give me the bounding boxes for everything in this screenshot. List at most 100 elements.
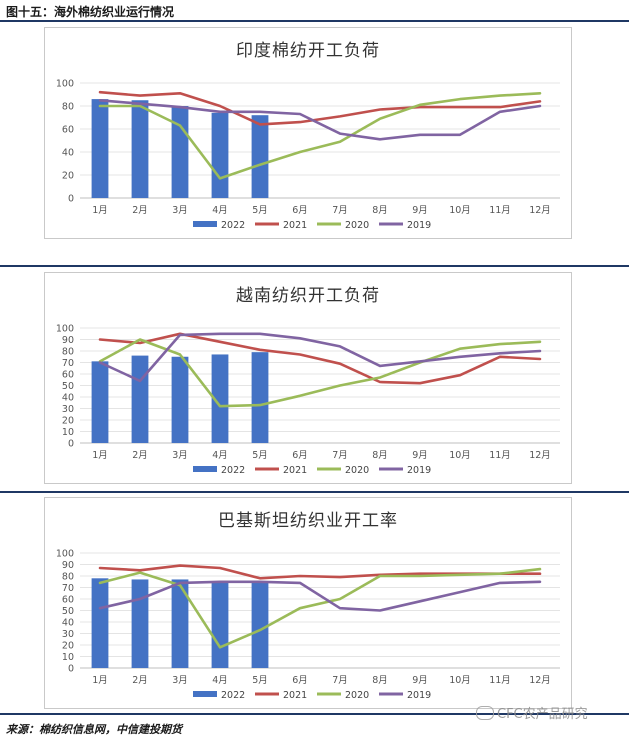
legend-label-2019: 2019 [407, 465, 431, 476]
bar-2022 [131, 579, 149, 668]
legend-label-2020: 2020 [345, 465, 369, 476]
legend-label-2019: 2019 [407, 690, 431, 701]
x-tick-label: 1月 [92, 450, 108, 461]
y-tick-label: 80 [62, 102, 74, 113]
x-tick-label: 10月 [449, 675, 471, 686]
x-tick-label: 11月 [489, 675, 511, 686]
y-tick-label: 100 [56, 549, 74, 560]
chart-title: 越南纺织开工负荷 [236, 286, 380, 306]
y-tick-label: 90 [62, 335, 74, 346]
y-tick-label: 40 [62, 618, 74, 629]
y-tick-label: 40 [62, 148, 74, 159]
bar-2022 [131, 100, 149, 198]
bar-2022 [91, 578, 109, 668]
legend-swatch-2022 [193, 221, 217, 227]
legend-label-2022: 2022 [221, 220, 245, 231]
legend-label-2021: 2021 [283, 465, 307, 476]
bar-2022 [91, 99, 109, 198]
divider [0, 713, 629, 715]
y-tick-label: 70 [62, 583, 74, 594]
x-tick-label: 12月 [529, 675, 551, 686]
y-tick-label: 40 [62, 393, 74, 404]
y-tick-label: 0 [68, 664, 74, 675]
legend-label-2019: 2019 [407, 220, 431, 231]
x-tick-label: 8月 [372, 450, 388, 461]
bar-2022 [211, 112, 229, 198]
chart-title: 巴基斯坦纺织业开工率 [218, 511, 398, 531]
source-note: 来源：棉纺织信息网，中信建投期货 [6, 723, 182, 736]
x-tick-label: 7月 [332, 450, 348, 461]
y-tick-label: 30 [62, 629, 74, 640]
watermark-text: CFC农产品研究 [497, 707, 588, 722]
line-series-2021 [98, 332, 542, 385]
line-series-2020 [98, 338, 542, 408]
chart-title: 印度棉纺开工负荷 [236, 41, 380, 61]
y-tick-label: 70 [62, 358, 74, 369]
line-series-2019 [98, 580, 542, 612]
x-tick-label: 10月 [449, 450, 471, 461]
x-tick-label: 4月 [212, 675, 228, 686]
y-tick-label: 50 [62, 381, 74, 392]
line-series-2020 [98, 567, 542, 649]
bar-2022 [251, 581, 269, 668]
chart-panel-0: 印度棉纺开工负荷 0 20 40 60 80 100 1月 2月 3月 4月 5月 6月 7月 8月 9月 1… [44, 27, 572, 239]
y-tick-label: 10 [62, 427, 74, 438]
x-tick-label: 9月 [412, 205, 428, 216]
legend-label-2022: 2022 [221, 690, 245, 701]
bar-2022 [171, 106, 189, 198]
x-tick-label: 4月 [212, 450, 228, 461]
bar-2022 [171, 579, 189, 668]
figure-title: 图十五：海外棉纺织业运行情况 [6, 5, 175, 19]
x-tick-label: 10月 [449, 205, 471, 216]
legend-label-2021: 2021 [283, 220, 307, 231]
watermark: CFC农产品研究 [476, 703, 588, 722]
chart-svg: 0 20 40 60 80 100 1月 2月 3月 4月 5月 6月 7月 8月 9月 10月 11月 12月 2… [56, 79, 560, 231]
legend-swatch-2022 [193, 691, 217, 697]
divider [0, 491, 629, 493]
line-series-2020 [98, 92, 542, 180]
x-tick-label: 1月 [92, 675, 108, 686]
x-tick-label: 7月 [332, 675, 348, 686]
x-tick-label: 6月 [292, 205, 308, 216]
x-tick-label: 11月 [489, 205, 511, 216]
x-tick-label: 2月 [132, 675, 148, 686]
x-tick-label: 1月 [92, 205, 108, 216]
legend-label-2022: 2022 [221, 465, 245, 476]
x-tick-label: 6月 [292, 450, 308, 461]
bar-2022 [211, 581, 229, 668]
y-tick-label: 90 [62, 560, 74, 571]
x-tick-label: 3月 [172, 450, 188, 461]
chart-panel-2: 巴基斯坦纺织业开工率 0 10 20 30 40 50 60 70 80 90 100 1月 2月 3月 4… [44, 497, 572, 709]
legend-label-2021: 2021 [283, 690, 307, 701]
x-tick-label: 8月 [372, 675, 388, 686]
x-tick-label: 11月 [489, 450, 511, 461]
x-tick-label: 9月 [412, 675, 428, 686]
line-series-2021 [98, 90, 542, 126]
y-tick-label: 60 [62, 595, 74, 606]
y-tick-label: 20 [62, 416, 74, 427]
y-tick-label: 100 [56, 79, 74, 90]
x-tick-label: 4月 [212, 205, 228, 216]
x-tick-label: 2月 [132, 450, 148, 461]
y-tick-label: 30 [62, 404, 74, 415]
y-tick-label: 0 [68, 439, 74, 450]
bar-2022 [131, 355, 149, 443]
bar-2022 [91, 361, 109, 443]
x-tick-label: 7月 [332, 205, 348, 216]
y-tick-label: 60 [62, 125, 74, 136]
legend-swatch-2022 [193, 466, 217, 472]
x-tick-label: 8月 [372, 205, 388, 216]
y-tick-label: 10 [62, 652, 74, 663]
bar-2022 [251, 352, 269, 443]
x-tick-label: 3月 [172, 675, 188, 686]
line-series-2019 [98, 332, 542, 383]
y-tick-label: 80 [62, 347, 74, 358]
y-tick-label: 20 [62, 171, 74, 182]
line-series-2019 [98, 99, 542, 141]
y-tick-label: 60 [62, 370, 74, 381]
x-tick-label: 9月 [412, 450, 428, 461]
legend-label-2020: 2020 [345, 220, 369, 231]
bar-2022 [251, 115, 269, 198]
